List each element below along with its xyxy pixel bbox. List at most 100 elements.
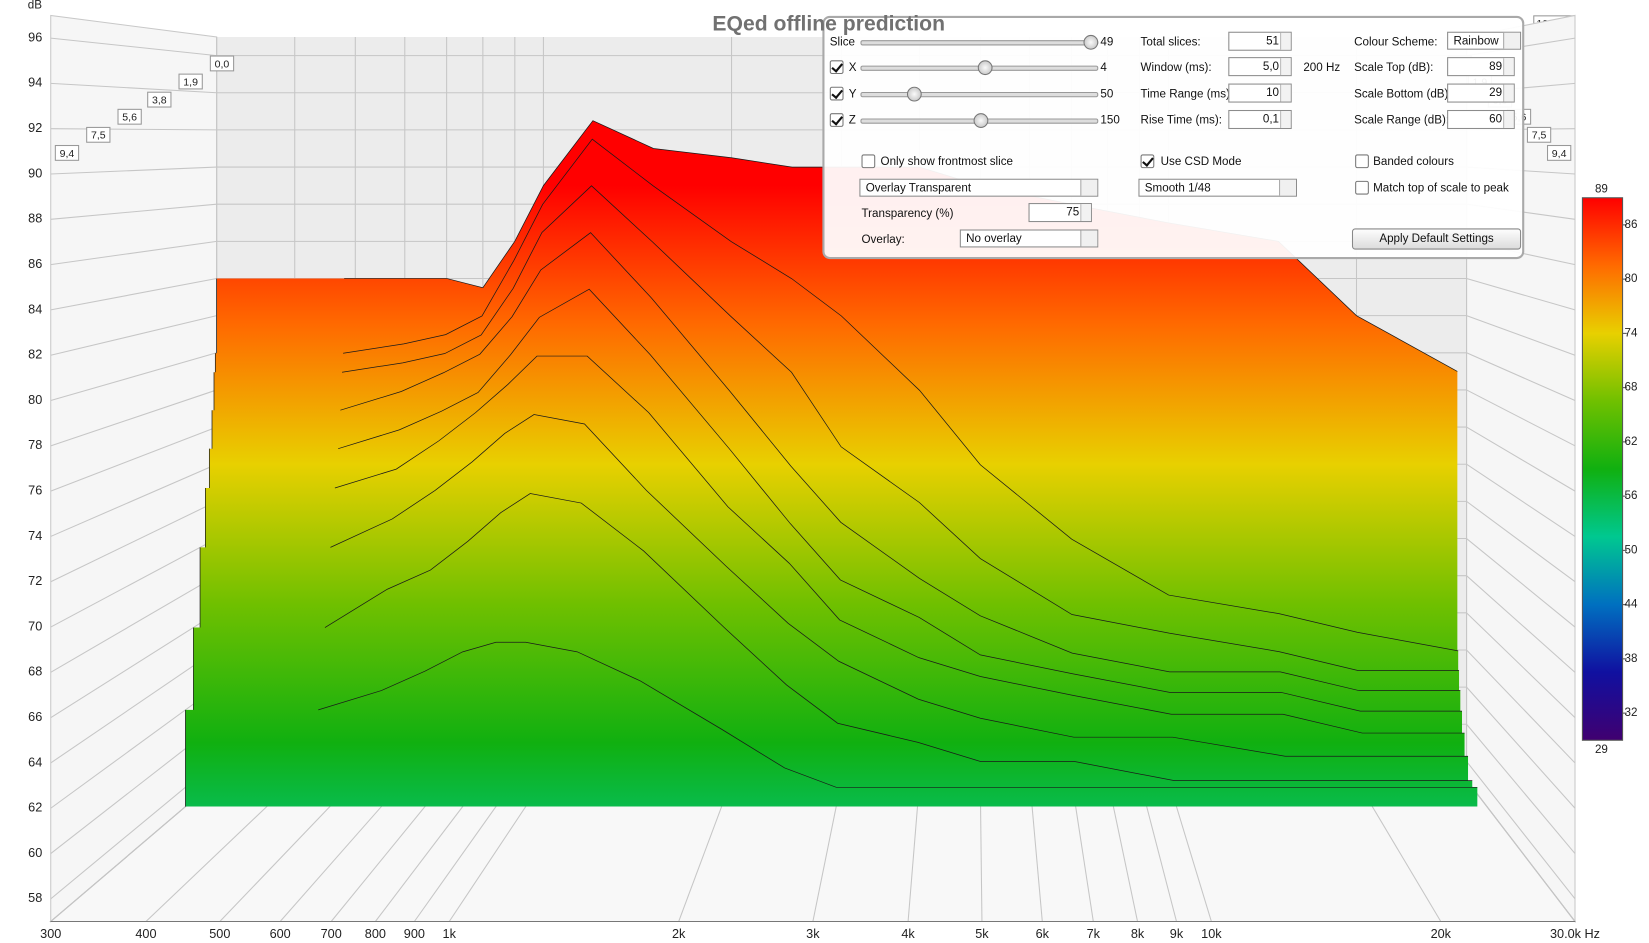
x-tick-label: 800 [365,927,386,938]
number-input[interactable]: 60 [1447,109,1515,130]
spinner[interactable] [1280,58,1291,76]
x-tick-label: 4k [901,927,915,938]
grid-line [1466,277,1576,311]
input-value: 60 [1489,113,1503,126]
grid-line [1466,315,1576,356]
x-tick-label: 10k [1201,927,1222,938]
number-input[interactable]: 89 [1447,57,1515,77]
checkbox[interactable] [829,86,844,101]
chart-title: EQed offline prediction [712,12,946,36]
checkbox-label: Banded colours [1373,155,1454,169]
colorbar-tick-label: 62 [1625,435,1638,448]
x-tick-label: 30,0k Hz [1550,927,1600,938]
slider-thumb[interactable] [906,86,922,102]
spinner[interactable] [1503,58,1514,76]
grid-line [50,128,217,131]
number-input[interactable]: 75 [1028,203,1092,223]
slider-value: 4 [1100,61,1107,75]
checkbox[interactable] [829,60,844,75]
dropdown-arrow[interactable] [1503,32,1521,49]
slider[interactable] [860,113,1099,128]
checkbox[interactable] [861,154,876,169]
spinner[interactable] [1280,84,1291,102]
button-label: Apply Default Settings [1379,232,1494,246]
colorbar-min: 29 [1595,743,1608,756]
colorbar-tick-label: 56 [1625,489,1638,502]
grid-line [1466,723,1576,854]
apply-button[interactable]: Apply Default Settings [1351,228,1522,250]
slider[interactable] [860,60,1099,76]
y-tick-label: 72 [28,574,42,588]
number-input[interactable]: 51 [1228,31,1292,51]
dropdown[interactable]: Smooth 1/48 [1138,178,1298,197]
y-tick-label: 82 [28,348,42,362]
slider-thumb[interactable] [1083,34,1099,50]
spinner[interactable] [1503,84,1514,102]
input-value: 10 [1266,86,1280,100]
dropdown-value: Overlay Transparent [865,181,972,195]
y-tick-label: 58 [28,891,42,905]
tick-box [147,91,172,108]
grid-line [50,612,217,719]
dropdown-value: No overlay [966,232,1022,246]
slice-line [330,414,1469,757]
slice-line [334,355,1465,734]
checkbox[interactable] [1355,180,1369,195]
spinner[interactable] [1280,32,1291,50]
slider-thumb[interactable] [973,113,988,128]
spinner[interactable] [1080,204,1091,222]
field-unit: 200 Hz [1303,61,1341,75]
grid-line [1466,761,1576,900]
dropdown[interactable]: Overlay Transparent [859,178,1099,197]
dropdown-arrow[interactable] [1279,179,1296,196]
tick-box [209,55,235,72]
number-input[interactable]: 10 [1228,83,1292,103]
tick-box [117,108,142,125]
z-tick-label: 9,4 [60,148,75,160]
spinner[interactable] [1503,111,1514,128]
y-tick-label: 84 [28,302,42,316]
number-input[interactable]: 0,1 [1228,109,1292,130]
slice-line [343,138,1459,652]
slider-label: Z [848,114,856,127]
number-input[interactable]: 5,0 [1228,57,1292,77]
dropdown-arrow[interactable] [1080,179,1098,196]
number-input[interactable]: 29 [1447,83,1515,103]
checkbox[interactable] [1140,154,1155,169]
tick-box [178,73,203,90]
y-tick-label: 76 [28,483,42,497]
field-label: Total slices: [1140,35,1201,49]
dropdown[interactable]: Rainbow [1447,31,1522,50]
colorbar-tick-label: 74 [1625,326,1638,339]
slider-thumb[interactable] [977,60,993,76]
grid-line [50,463,217,537]
colorbar-tick-label: 38 [1625,652,1638,665]
y-tick-label: 70 [28,619,42,633]
grid-line [1466,612,1576,719]
slider[interactable] [860,86,1099,102]
x-tick-label: 3k [806,927,820,938]
y-tick-label: 64 [28,755,42,769]
y-tick-label: 60 [28,846,42,860]
checkbox[interactable] [829,113,844,127]
y-tick-label: 86 [28,257,42,271]
input-value: 29 [1489,86,1503,100]
slice-line [338,288,1463,712]
slider[interactable] [860,34,1099,50]
z-tick-label: 9,4 [1552,148,1567,160]
slider-label: Slice [829,35,855,49]
x-tick-label: 8k [1131,927,1145,938]
grid-line [50,686,217,809]
z-tick-label: 5,6 [122,112,137,124]
colorbar-tick-label: 50 [1625,543,1638,556]
dropdown[interactable]: No overlay [959,229,1099,248]
y-tick-label: 74 [28,529,42,543]
spinner[interactable] [1280,111,1291,128]
checkbox[interactable] [1355,154,1369,169]
x-tick-label: 7k [1087,927,1101,938]
grid-line [1466,779,1576,922]
dropdown-arrow[interactable] [1080,230,1098,247]
colorbar-tick-label: 80 [1625,272,1638,285]
x-tick-label: 2k [672,927,686,938]
colorbar-tick-label: 68 [1625,381,1638,394]
